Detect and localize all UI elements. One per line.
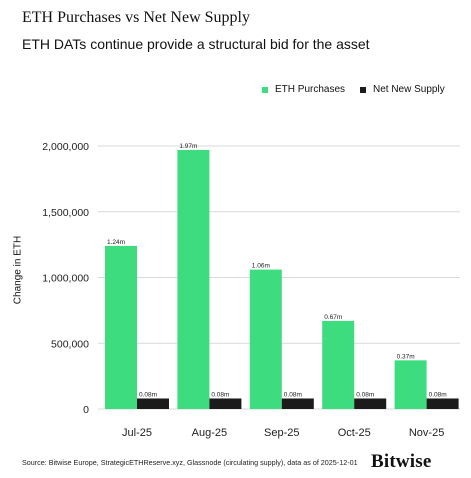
data-label: 0.08m <box>211 391 229 398</box>
legend-item-supply: Net New Supply <box>360 84 445 95</box>
legend: ETH Purchases Net New Supply <box>0 84 471 98</box>
chart-title: ETH Purchases vs Net New Supply <box>22 9 250 26</box>
y-tick-label: 1,000,000 <box>42 273 89 285</box>
y-tick-label: 500,000 <box>51 338 89 350</box>
source-note: Source: Bitwise Europe, StrategicETHRese… <box>22 458 358 467</box>
chart-subtitle: ETH DATs continue provide a structural b… <box>22 36 370 52</box>
bar-supply <box>137 398 169 409</box>
bar-supply <box>281 398 314 409</box>
legend-label-supply: Net New Supply <box>373 84 445 95</box>
x-tick-label: Sep-25 <box>264 427 299 439</box>
bitwise-logo: Bitwise <box>371 451 432 472</box>
x-tick-label: Nov-25 <box>409 427 444 439</box>
bar-supply <box>426 398 459 409</box>
bar-purchases <box>249 269 282 409</box>
data-label: 1.06m <box>252 263 270 270</box>
bar-purchases <box>105 245 137 409</box>
y-tick-label: 2,000,000 <box>42 141 89 153</box>
data-label: 1.97m <box>179 143 197 150</box>
x-tick-label: Jul-25 <box>122 427 152 439</box>
data-label: 0.67m <box>324 314 342 321</box>
legend-swatch-purchases <box>262 86 268 93</box>
bar-purchases <box>322 320 355 409</box>
bar-supply <box>209 398 242 409</box>
x-tick-label: Oct-25 <box>338 427 371 439</box>
y-tick-label: 1,500,000 <box>42 207 89 219</box>
x-tick-label: Aug-25 <box>192 427 227 439</box>
data-label: 0.08m <box>356 391 374 398</box>
bar-purchases <box>394 360 427 409</box>
data-label: 0.08m <box>139 391 157 398</box>
data-label: 1.24m <box>107 239 125 246</box>
data-label: 0.08m <box>284 391 302 398</box>
bar-purchases <box>177 149 210 409</box>
data-label: 0.37m <box>397 353 415 360</box>
legend-swatch-supply <box>360 86 366 93</box>
legend-item-purchases: ETH Purchases <box>262 84 345 95</box>
bar-supply <box>354 398 387 409</box>
data-label: 0.08m <box>429 391 447 398</box>
y-tick-label: 0 <box>83 404 89 416</box>
legend-label-purchases: ETH Purchases <box>275 84 346 95</box>
